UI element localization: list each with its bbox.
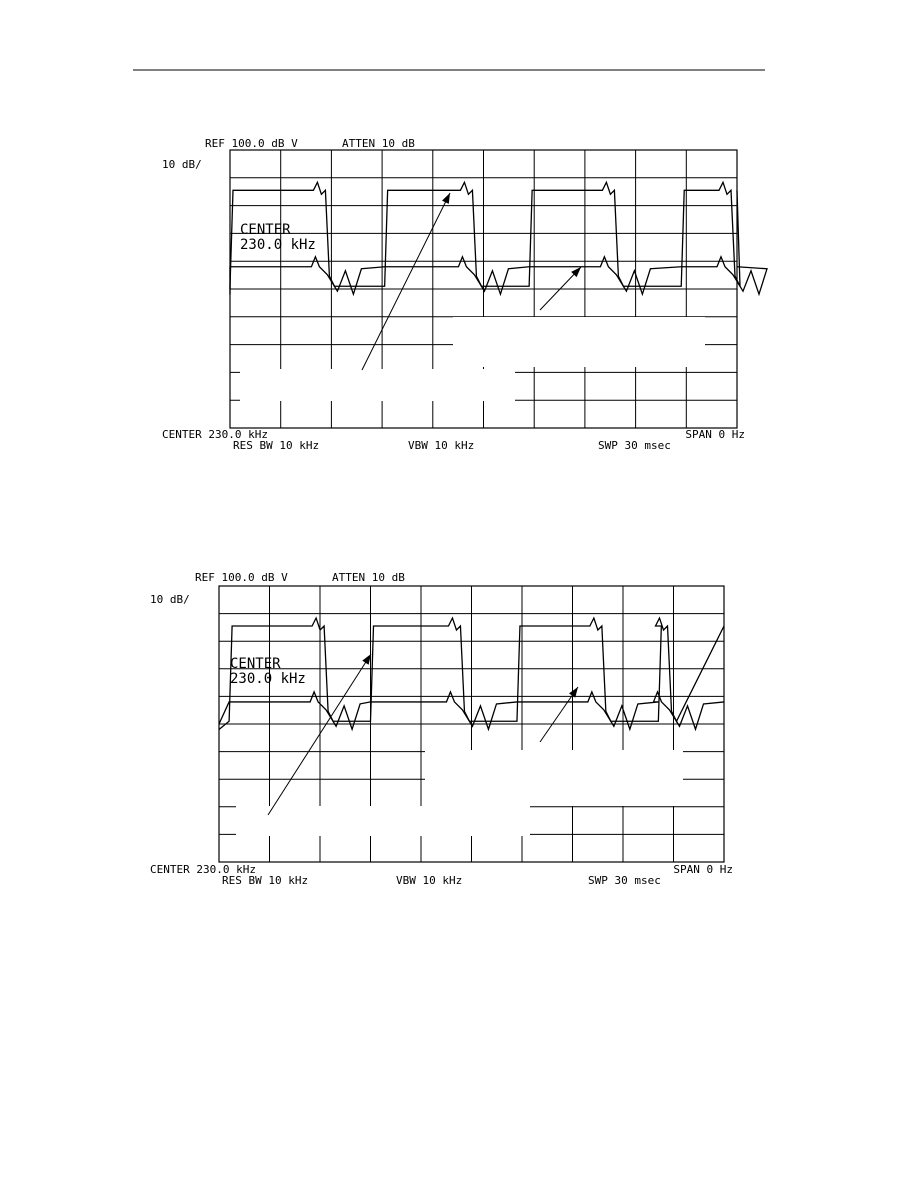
trace-lower <box>229 255 768 297</box>
scale-label: 10 dB/ <box>150 593 190 606</box>
erased-area <box>453 317 705 367</box>
footer-vbw: VBW 10 kHz <box>408 439 474 452</box>
overlay-center: CENTER <box>240 222 291 238</box>
overlay-freq: 230.0 kHz <box>240 237 316 253</box>
arrow-head <box>569 687 578 698</box>
pointer-arrow <box>361 192 451 371</box>
erased-area <box>240 369 515 401</box>
overlay-center: CENTER <box>230 656 281 672</box>
header-atten: ATTEN 10 dB <box>342 137 415 150</box>
footer-swp: SWP 30 msec <box>588 874 661 887</box>
footer-swp: SWP 30 msec <box>598 439 671 452</box>
arrow-head <box>442 193 450 204</box>
header-ref: REF 100.0 dB V <box>195 571 288 584</box>
footer-res-bw: RES BW 10 kHz <box>222 874 308 887</box>
footer-span: SPAN 0 Hz <box>685 428 745 441</box>
header-atten: ATTEN 10 dB <box>332 571 405 584</box>
pointer-arrow <box>539 686 579 743</box>
scale-label: 10 dB/ <box>162 158 202 171</box>
overlay-freq: 230.0 kHz <box>230 671 306 687</box>
erased-area <box>425 750 683 806</box>
footer-vbw: VBW 10 kHz <box>396 874 462 887</box>
footer-center: CENTER 230.0 kHz <box>162 428 268 441</box>
header-ref: REF 100.0 dB V <box>205 137 298 150</box>
erased-area <box>236 806 530 836</box>
footer-res-bw: RES BW 10 kHz <box>233 439 319 452</box>
trace-lower <box>218 690 725 732</box>
footer-span: SPAN 0 Hz <box>673 863 733 876</box>
arrow-head <box>362 654 371 665</box>
arrow-head <box>571 267 581 278</box>
footer-center: CENTER 230.0 kHz <box>150 863 256 876</box>
trace-upper <box>218 616 725 731</box>
pointer-arrow <box>267 653 372 816</box>
trace-upper <box>229 180 741 295</box>
